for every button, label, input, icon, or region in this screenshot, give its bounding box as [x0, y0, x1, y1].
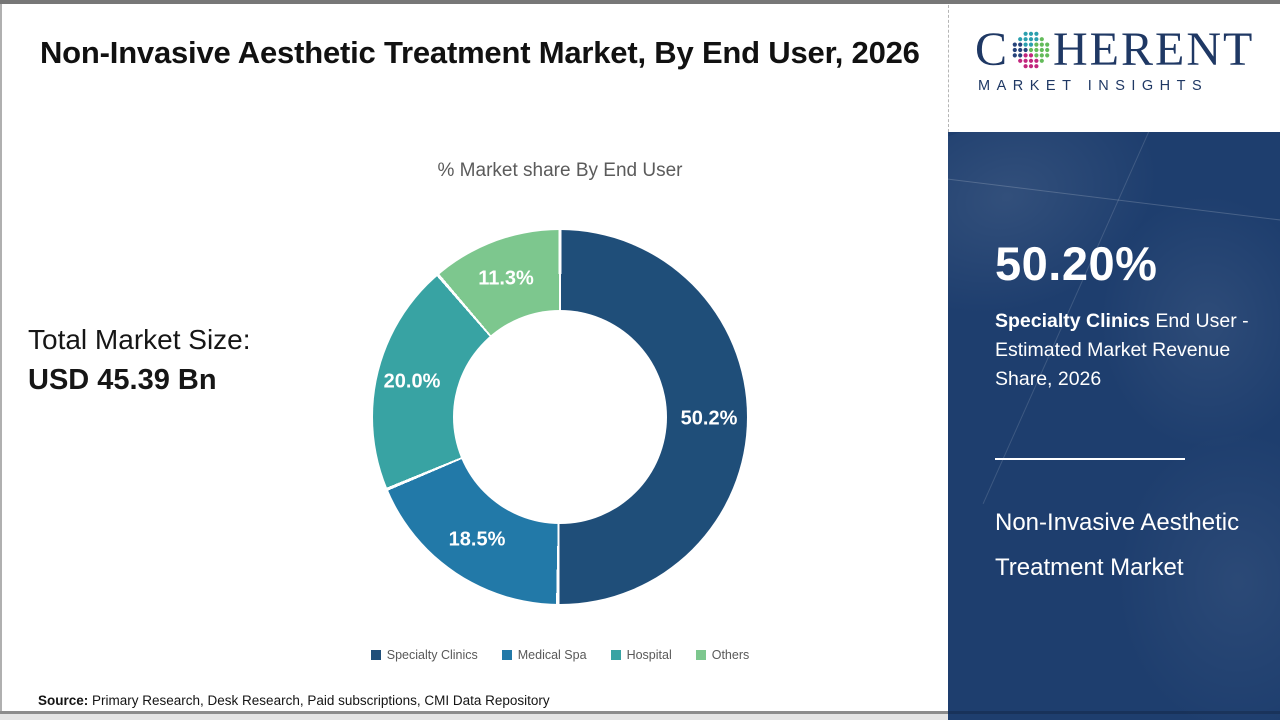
total-market-size-value: USD 45.39 Bn	[28, 364, 217, 396]
legend-item-hospital: Hospital	[610, 648, 672, 662]
source-text: Primary Research, Desk Research, Paid su…	[88, 693, 550, 708]
slice-label-others: 11.3%	[478, 267, 534, 290]
map-texture-blob	[1098, 192, 1280, 452]
logo-globe-icon	[1012, 31, 1050, 69]
slide-bottom-border	[0, 711, 948, 714]
legend-swatch-icon	[695, 650, 706, 660]
legend-swatch-icon	[610, 650, 621, 660]
legend-label: Specialty Clinics	[386, 648, 478, 662]
slide-left-border	[0, 4, 2, 712]
total-market-size-label: Total Market Size:	[28, 324, 251, 355]
legend-label: Medical Spa	[517, 648, 587, 662]
source-label: Source:	[38, 693, 89, 708]
logo-letter-c: C	[975, 23, 1010, 76]
chart-title: % Market share By End User	[437, 160, 683, 181]
brand-logo-wordmark: C HERENT	[975, 26, 1280, 74]
legend-label: Hospital	[626, 648, 672, 662]
sidebar-panel: 50.20% Specialty Clinics End User - Esti…	[948, 132, 1280, 720]
total-market-size-block: Total Market Size: USD 45.39 Bn	[28, 324, 328, 397]
map-texture-blob	[1118, 432, 1280, 720]
slice-label-specialty-clinics: 50.2%	[680, 407, 738, 430]
slice-label-medical-spa: 18.5%	[448, 528, 506, 551]
slice-label-hospital: 20.0%	[383, 370, 441, 393]
sidebar: C HERENT MARKET INSIGHTS 50.20% Specialt…	[948, 0, 1280, 720]
legend-item-medical-spa: Medical Spa	[501, 648, 587, 662]
source-note: Source: Primary Research, Desk Research,…	[38, 693, 550, 708]
key-stat-value: 50.20%	[995, 237, 1158, 290]
chart-legend: Specialty Clinics Medical Spa Hospital O…	[186, 648, 934, 662]
slide-bottom-border-right	[948, 711, 1280, 714]
key-stat-description: Specialty Clinics End User - Estimated M…	[995, 307, 1250, 394]
legend-swatch-icon	[501, 650, 512, 660]
legend-item-others: Others	[695, 648, 750, 662]
slide-bottom-pad	[0, 714, 948, 720]
key-stat-description-rest: End User - Estimated Market Revenue Shar…	[995, 310, 1249, 390]
page-title: Non-Invasive Aesthetic Treatment Market,…	[40, 35, 920, 70]
brand-logo: C HERENT MARKET INSIGHTS	[948, 0, 1280, 132]
legend-item-specialty-clinics: Specialty Clinics	[370, 648, 478, 662]
market-name: Non-Invasive Aesthetic Treatment Market	[995, 509, 1240, 581]
key-stat-segment: Specialty Clinics	[995, 310, 1150, 332]
legend-label: Others	[711, 648, 750, 662]
slide-top-border	[0, 0, 1280, 4]
logo-word-rest: HERENT	[1053, 23, 1255, 76]
sidebar-divider	[995, 458, 1185, 460]
logo-subtitle: MARKET INSIGHTS	[978, 78, 1209, 94]
donut-chart-hole	[453, 310, 667, 524]
legend-swatch-icon	[370, 650, 381, 660]
